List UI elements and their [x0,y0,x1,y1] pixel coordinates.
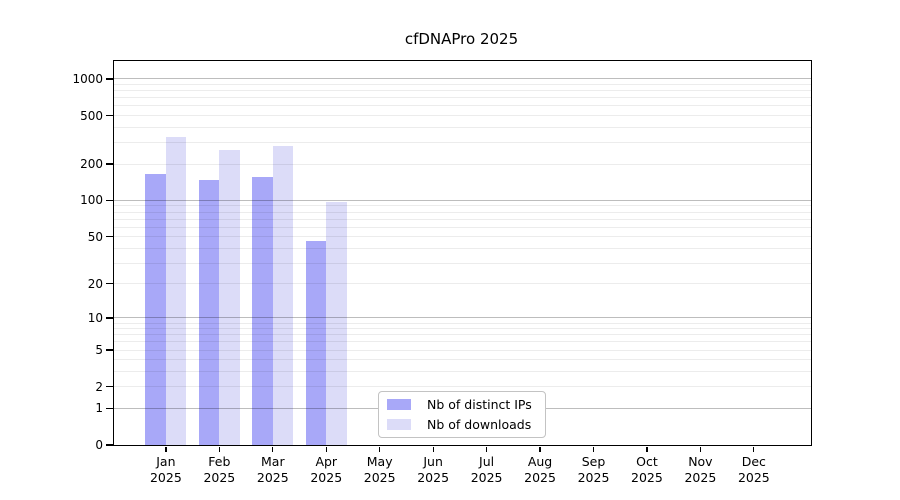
gridline-minor [114,283,811,285]
y-tick-label: 0 [95,438,103,452]
x-tick-label: Mar 2025 [256,454,289,485]
bar-distinct-ips-jan [145,173,166,445]
chart-title: cfDNAPro 2025 [404,30,519,48]
gridline-minor [114,322,811,324]
y-tick-label: 5 [95,343,103,358]
gridline-minor [114,371,811,373]
x-tick-label: Dec 2025 [737,454,770,485]
legend: Nb of distinct IPs Nb of downloads [378,391,546,438]
legend-swatch-distinct-ips [387,399,411,410]
x-tick-label: Aug 2025 [524,454,556,485]
y-tick-label: 2 [95,379,103,394]
y-tick-label: 1 [95,401,103,416]
x-tick-label: May 2025 [363,454,396,485]
y-axis-tick [106,317,113,319]
gridline-minor [114,211,811,213]
gridline-minor [114,90,811,92]
y-axis-tick [106,199,113,202]
bar-distinct-ips-apr [305,241,327,445]
x-tick-label: Jan 2025 [149,454,182,485]
bar-downloads-feb [219,150,240,445]
legend-swatch-downloads [387,419,411,430]
x-axis-tick [432,446,434,452]
y-axis-tick [106,349,113,351]
x-axis-tick [485,446,488,452]
gridline-minor [114,328,811,330]
y-axis-tick [106,444,113,446]
x-tick-label: Apr 2025 [310,454,343,485]
gridline-minor [114,142,811,144]
bar-downloads-apr [326,202,347,445]
y-tick-label: 1000 [72,71,103,86]
y-axis-tick [106,283,113,285]
y-axis-tick [106,163,113,165]
legend-item-downloads: Nb of downloads [387,418,537,431]
x-tick-label: Sep 2025 [577,454,610,485]
x-tick-label: Jul 2025 [470,454,503,485]
gridline-minor [114,334,811,336]
gridline-minor [114,105,811,107]
gridline-minor [114,341,811,343]
legend-label-downloads: Nb of downloads [427,417,532,432]
x-axis-tick [165,446,167,452]
y-tick-label: 500 [80,108,103,123]
gridline-major [114,78,811,80]
x-tick-label: Oct 2025 [631,454,663,485]
x-axis-tick [539,446,541,452]
gridline-minor [114,218,811,220]
x-axis-tick [592,446,595,452]
gridline-minor [114,359,811,361]
x-axis-tick [646,446,648,452]
x-axis-tick [753,446,755,452]
y-axis-tick [106,236,113,238]
gridline-minor [114,247,811,249]
y-axis-tick [106,407,113,409]
bar-downloads-jan [165,136,187,445]
gridline-major [114,199,811,201]
y-tick-label: 20 [87,276,103,291]
gridline-minor [114,226,811,228]
gridline-minor [114,386,811,388]
gridline-minor [114,236,811,238]
y-tick-label: 200 [80,157,103,171]
legend-label-distinct-ips: Nb of distinct IPs [427,397,532,412]
gridline-minor [114,97,811,99]
x-axis-tick [379,446,381,452]
gridline-minor [114,84,811,86]
gridline-minor [114,262,811,264]
bar-distinct-ips-mar [252,177,273,445]
x-axis-tick [218,446,220,452]
gridline-minor [114,126,811,128]
gridline-minor [114,349,811,351]
y-tick-label: 10 [87,310,103,325]
gridline-minor [114,163,811,165]
gridline-minor [114,205,811,207]
y-axis-tick [106,78,113,80]
x-axis-tick [699,446,702,452]
y-tick-label: 50 [87,229,103,244]
x-tick-label: Nov 2025 [684,454,717,485]
y-axis-tick [106,114,113,117]
legend-item-distinct-ips: Nb of distinct IPs [387,398,537,411]
y-axis-tick [106,386,113,388]
gridline-major [114,317,811,319]
gridline-minor [114,115,811,117]
x-tick-label: Jun 2025 [417,454,450,485]
x-axis-tick [272,446,274,452]
bar-distinct-ips-feb [198,179,220,445]
x-axis-tick [325,446,327,452]
bar-downloads-mar [272,145,294,445]
y-tick-label: 100 [80,193,103,208]
plot-area: 0 1 2 5 10 20 50 100 200 500 1000 Jan 2025 Feb 2025 M… [72,60,812,485]
x-tick-label: Feb 2025 [203,454,236,485]
